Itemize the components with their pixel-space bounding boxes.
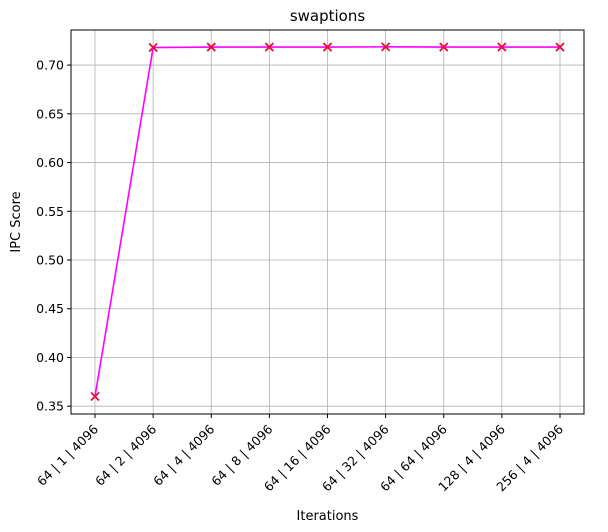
data-point-marker [90, 391, 100, 402]
marker-stroke [555, 42, 565, 52]
marker-stroke [439, 42, 449, 52]
y-tick-label: 0.60 [36, 155, 64, 170]
y-tick-label: 0.65 [36, 106, 64, 121]
data-point-marker [206, 42, 216, 52]
y-tick-label: 0.55 [36, 204, 64, 219]
y-tick-label: 0.45 [36, 301, 64, 316]
data-point-marker [555, 42, 565, 52]
data-point-marker [264, 42, 275, 52]
data-point-marker [497, 42, 507, 52]
grid [71, 30, 584, 414]
marker-stroke [264, 42, 275, 52]
x-axis-label: Iterations [297, 509, 359, 524]
marker-stroke [322, 42, 333, 52]
marker-stroke [380, 42, 391, 52]
data-point-marker [322, 42, 333, 52]
y-tick-label: 0.35 [36, 399, 64, 414]
chart-title: swaptions [290, 7, 366, 25]
y-tick-label: 0.50 [36, 253, 64, 268]
marker-stroke [148, 42, 158, 53]
marker-stroke [497, 42, 507, 52]
y-tick-label: 0.70 [36, 58, 64, 73]
y-tick-label: 0.40 [36, 350, 64, 365]
series [90, 42, 565, 402]
marker-stroke [90, 391, 100, 402]
marker-stroke [206, 42, 216, 52]
y-axis-label: IPC Score [9, 191, 24, 252]
data-point-marker [380, 42, 391, 52]
data-point-marker [148, 42, 158, 53]
data-point-marker [439, 42, 449, 52]
